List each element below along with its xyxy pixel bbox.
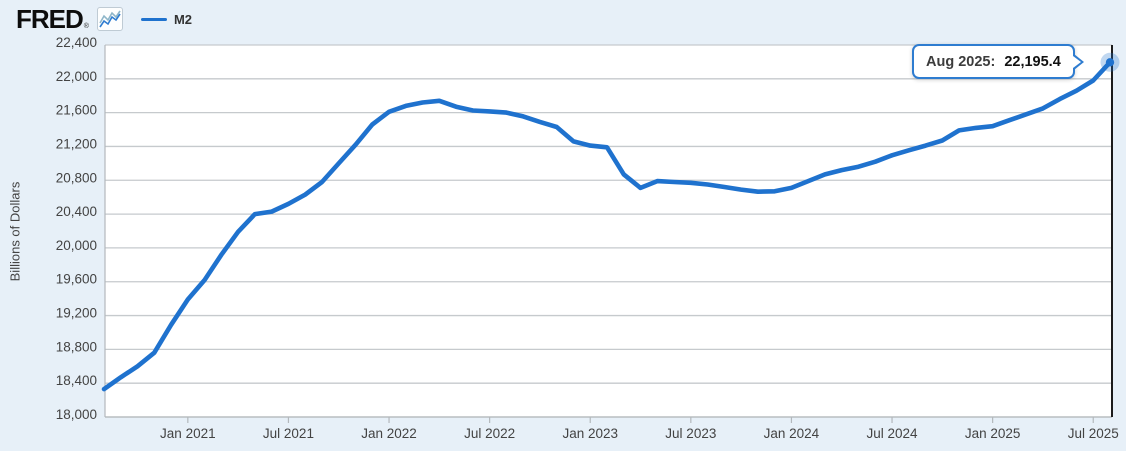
- y-tick-label: 20,400: [56, 204, 97, 219]
- legend-label-m2[interactable]: M2: [173, 11, 193, 27]
- y-tick-label: 21,600: [56, 103, 97, 118]
- tooltip-value: 22,195.4: [1004, 53, 1061, 70]
- plot-area[interactable]: [105, 45, 1112, 417]
- x-tick-label: Jul 2022: [464, 426, 515, 441]
- x-tick-label: Jul 2024: [867, 426, 919, 441]
- tooltip-arrow-inner: [1072, 55, 1081, 68]
- y-tick-label: 21,200: [56, 136, 97, 151]
- fred-sparkline-icon: [96, 7, 123, 31]
- legend-line-swatch: [140, 17, 167, 21]
- registered-trademark: ®: [83, 23, 89, 30]
- y-tick-label: 19,600: [56, 272, 97, 287]
- hover-tooltip: Aug 2025: 22,195.4: [912, 44, 1084, 79]
- chart-header: FRED ® M2: [16, 4, 192, 34]
- x-tick-label: Jul 2025: [1068, 426, 1119, 441]
- m2-series-line[interactable]: [101, 60, 1113, 392]
- y-tick-label: 22,400: [56, 35, 97, 50]
- x-tick-label: Jan 2024: [764, 426, 820, 441]
- y-tick-label: 19,200: [56, 306, 97, 321]
- x-tick-label: Jan 2022: [361, 426, 417, 441]
- sparkline-glyph: [99, 10, 121, 28]
- y-tick-label: 20,800: [56, 170, 97, 185]
- chart-legend: M2: [140, 11, 193, 27]
- y-tick-label: 18,800: [56, 339, 97, 354]
- x-tick-label: Jan 2023: [562, 426, 618, 441]
- fred-logo[interactable]: FRED ®: [16, 6, 89, 32]
- x-tick-label: Jan 2025: [965, 426, 1021, 441]
- hover-dot: [1105, 58, 1115, 67]
- y-tick-label: 20,000: [56, 238, 97, 253]
- x-tick-label: Jul 2023: [665, 426, 716, 441]
- y-tick-label: 22,000: [56, 69, 97, 84]
- fred-logo-text: FRED: [16, 4, 84, 34]
- x-tick-label: Jan 2021: [160, 426, 216, 441]
- y-tick-label: 18,000: [56, 407, 97, 422]
- tooltip-date: Aug 2025:: [926, 53, 996, 70]
- x-tick-label: Jul 2021: [263, 426, 314, 441]
- y-tick-label: 18,400: [56, 373, 97, 388]
